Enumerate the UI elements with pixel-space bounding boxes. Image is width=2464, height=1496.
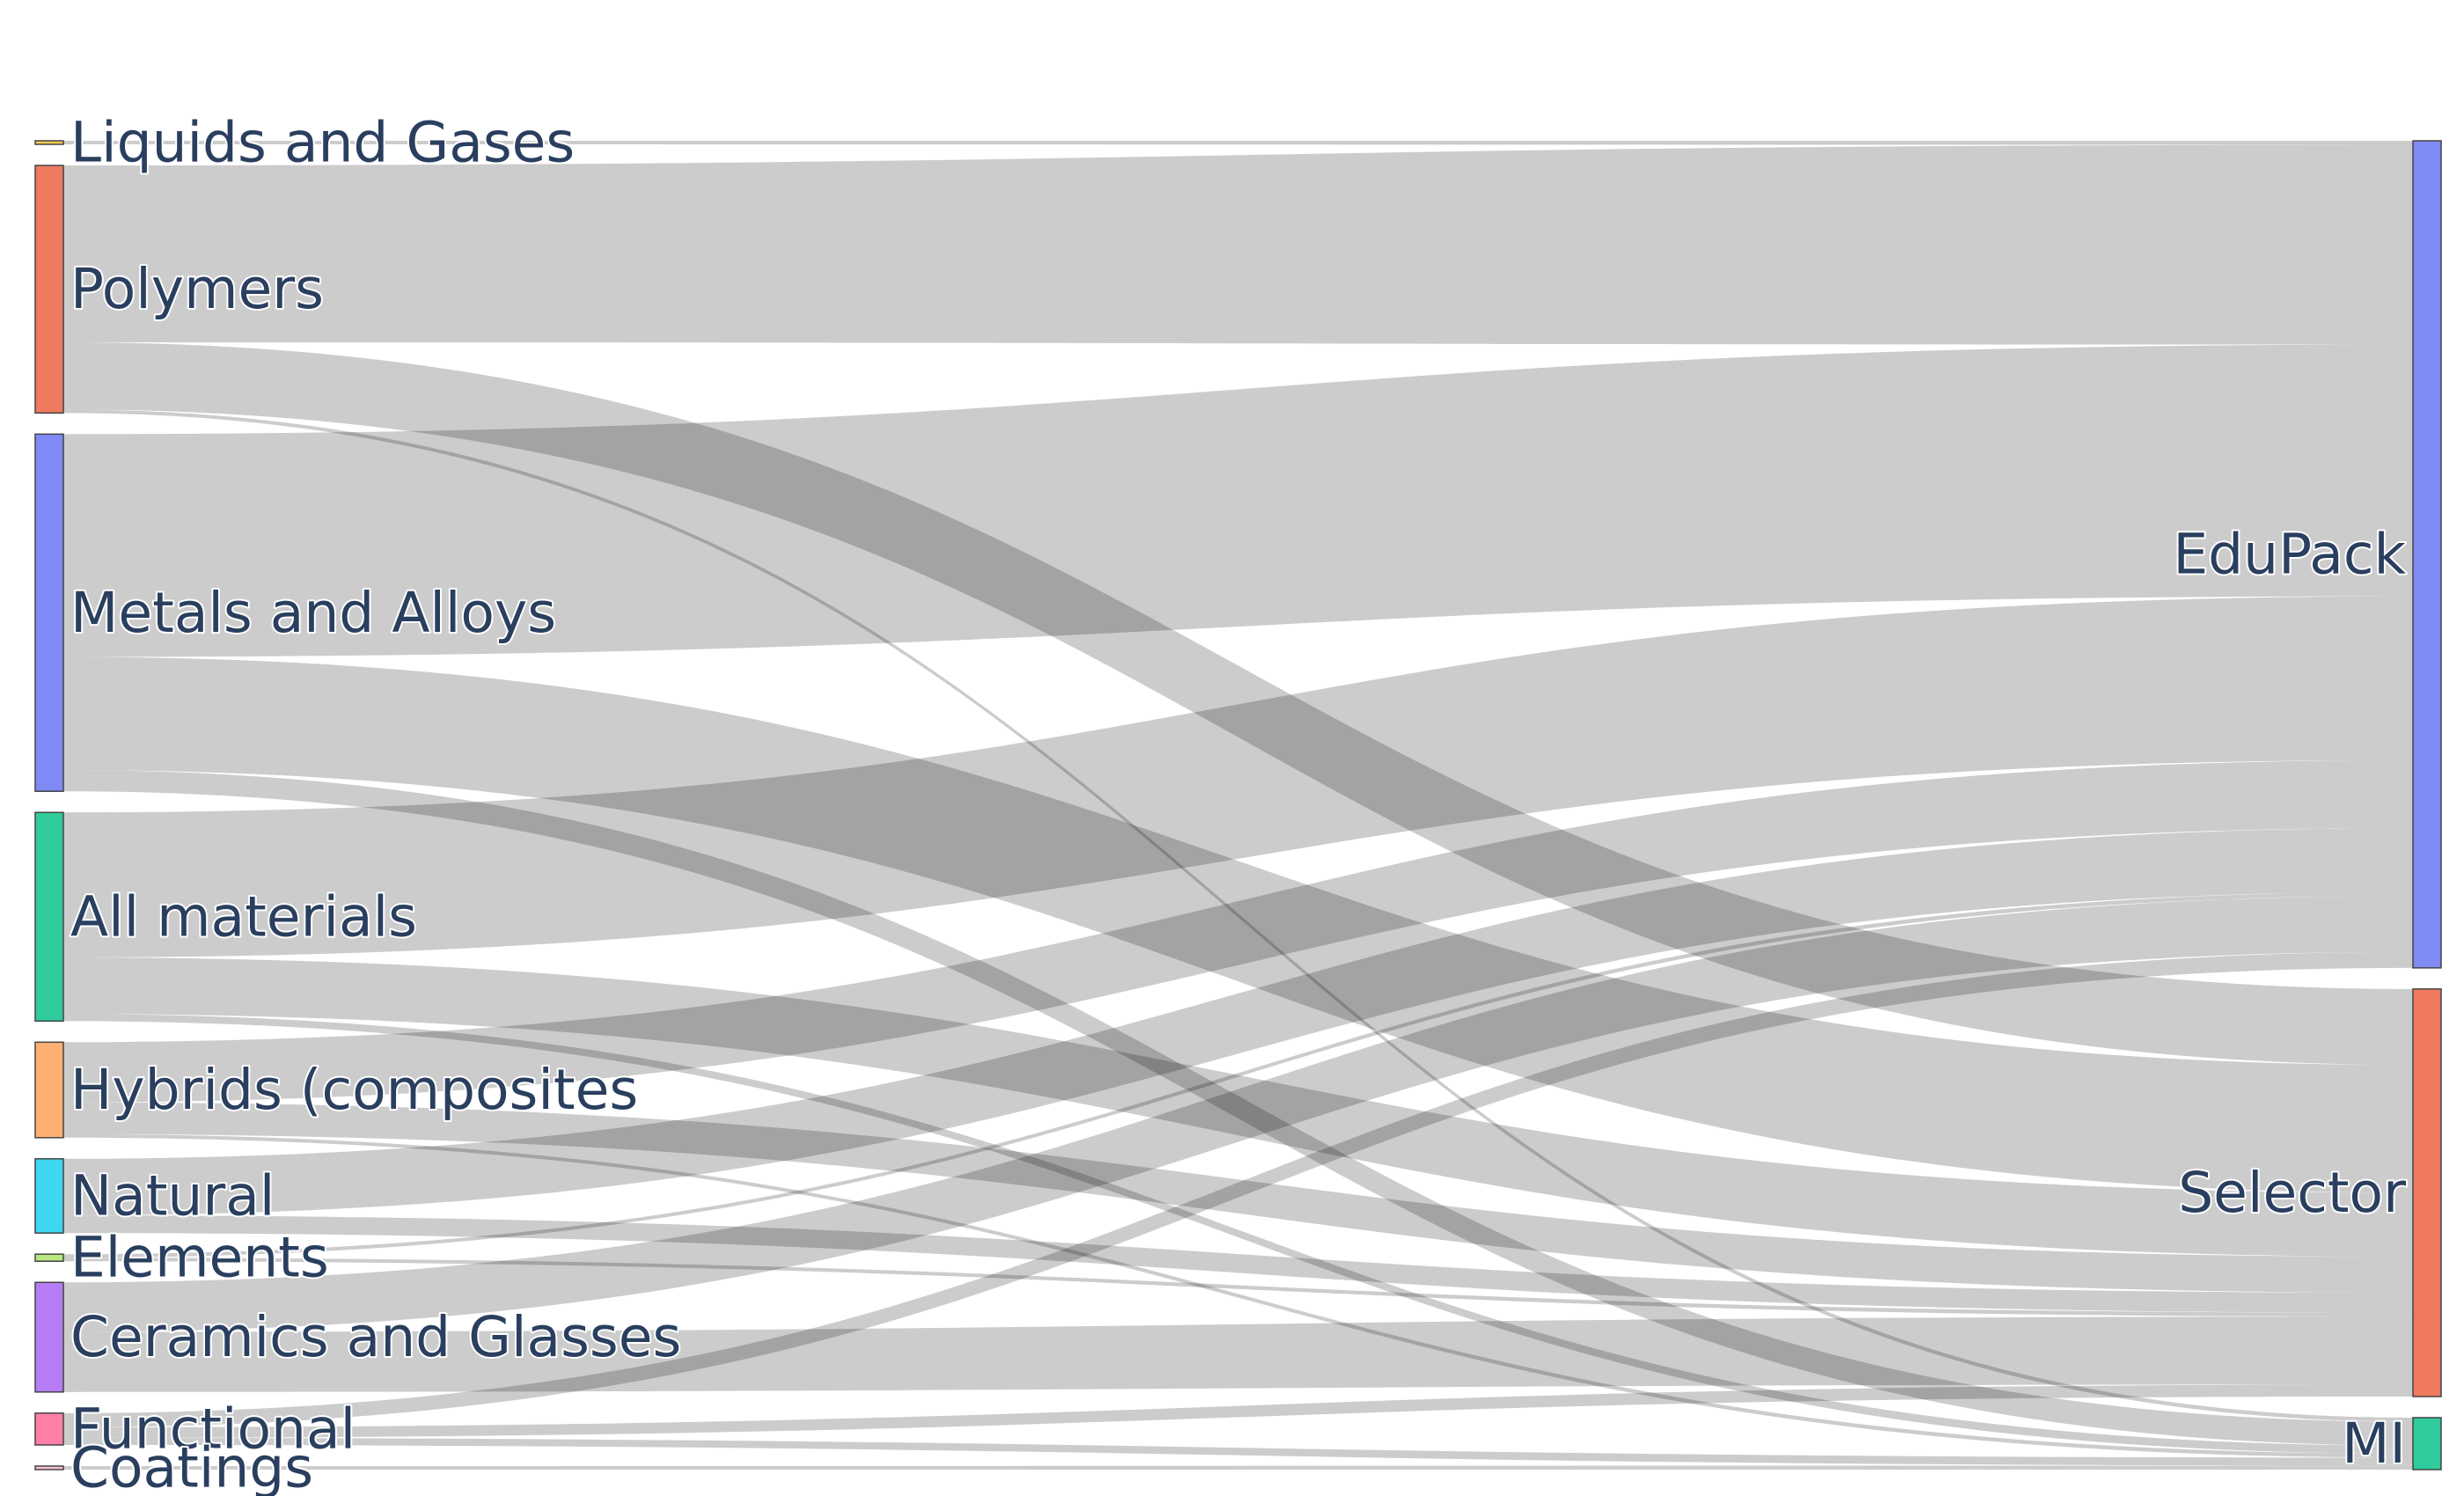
sankey-link-liquids-to-edupack[interactable] — [63, 141, 2413, 145]
sankey-link-functional-to-selector[interactable] — [63, 1384, 2413, 1438]
sankey-node-label-allmat: All materials — [70, 884, 417, 949]
sankey-link-metals-to-edupack[interactable] — [63, 344, 2413, 657]
sankey-link-coatings-to-mi[interactable] — [63, 1465, 2413, 1470]
sankey-links — [63, 141, 2413, 1470]
sankey-link-hybrids-to-edupack[interactable] — [63, 759, 2413, 1103]
sankey-link-allmat-to-selector[interactable] — [63, 957, 2413, 1258]
sankey-node-label-elements: Elements — [70, 1226, 329, 1290]
sankey-node-hybrids[interactable] — [34, 1041, 64, 1139]
sankey-node-label-functional: Functional — [70, 1397, 356, 1461]
sankey-node-elements[interactable] — [34, 1253, 64, 1262]
sankey-node-functional[interactable] — [34, 1412, 64, 1446]
sankey-node-label-liquids: Liquids and Gases — [70, 111, 575, 175]
sankey-node-ceramics[interactable] — [34, 1281, 64, 1393]
sankey-link-metals-to-mi[interactable] — [63, 770, 2413, 1446]
sankey-link-polymers-to-mi[interactable] — [63, 409, 2413, 1422]
sankey-node-label-metals: Metals and Alloys — [70, 581, 556, 645]
sankey-link-functional-to-edupack[interactable] — [63, 951, 2413, 1427]
sankey-link-ceramics-to-edupack[interactable] — [63, 896, 2413, 1332]
sankey-node-edupack[interactable] — [2412, 140, 2442, 969]
sankey-node-label-natural: Natural — [70, 1164, 275, 1228]
sankey-node-label-coatings: Coatings — [70, 1435, 313, 1496]
sankey-link-natural-to-edupack[interactable] — [63, 827, 2413, 1216]
sankey-link-elements-to-selector[interactable] — [63, 1258, 2413, 1317]
sankey-link-functional-to-mi[interactable] — [63, 1437, 2413, 1466]
sankey-link-allmat-to-edupack[interactable] — [63, 596, 2413, 957]
sankey-node-metals[interactable] — [34, 433, 64, 792]
sankey-node-label-hybrids: Hybrids (composites — [70, 1058, 638, 1122]
sankey-link-ceramics-to-selector[interactable] — [63, 1316, 2413, 1392]
sankey-labels: Liquids and Gases Polymers Metals and Allo… — [69, 109, 2409, 1496]
sankey-node-allmat[interactable] — [34, 811, 64, 1023]
sankey-link-hybrids-to-selector[interactable] — [63, 1102, 2413, 1293]
sankey-node-polymers[interactable] — [34, 165, 64, 414]
sankey-node-label-ceramics: Ceramics and Glasses — [70, 1305, 681, 1369]
sankey-node-label-polymers: Polymers — [70, 257, 324, 321]
sankey-node-mi[interactable] — [2412, 1417, 2442, 1470]
sankey-node-selector[interactable] — [2412, 988, 2442, 1397]
sankey-link-natural-to-selector[interactable] — [63, 1215, 2413, 1313]
sankey-node-label-mi: MI — [2342, 1412, 2406, 1476]
sankey-node-liquids[interactable] — [34, 140, 64, 145]
sankey-node-label-edupack: EduPack — [2173, 522, 2406, 586]
sankey-link-elements-to-edupack[interactable] — [63, 891, 2413, 1258]
sankey-link-metals-to-selector[interactable] — [63, 656, 2413, 1193]
sankey-node-label-selector: Selector — [2178, 1161, 2406, 1225]
sankey-node-natural[interactable] — [34, 1158, 64, 1234]
sankey-link-polymers-to-selector[interactable] — [63, 341, 2413, 1066]
sankey-nodes — [34, 140, 2442, 1470]
sankey-link-hybrids-to-mi[interactable] — [63, 1133, 2413, 1458]
sankey-link-allmat-to-mi[interactable] — [63, 1014, 2413, 1454]
sankey-link-polymers-to-edupack[interactable] — [63, 144, 2413, 345]
sankey-node-coatings[interactable] — [34, 1465, 64, 1470]
